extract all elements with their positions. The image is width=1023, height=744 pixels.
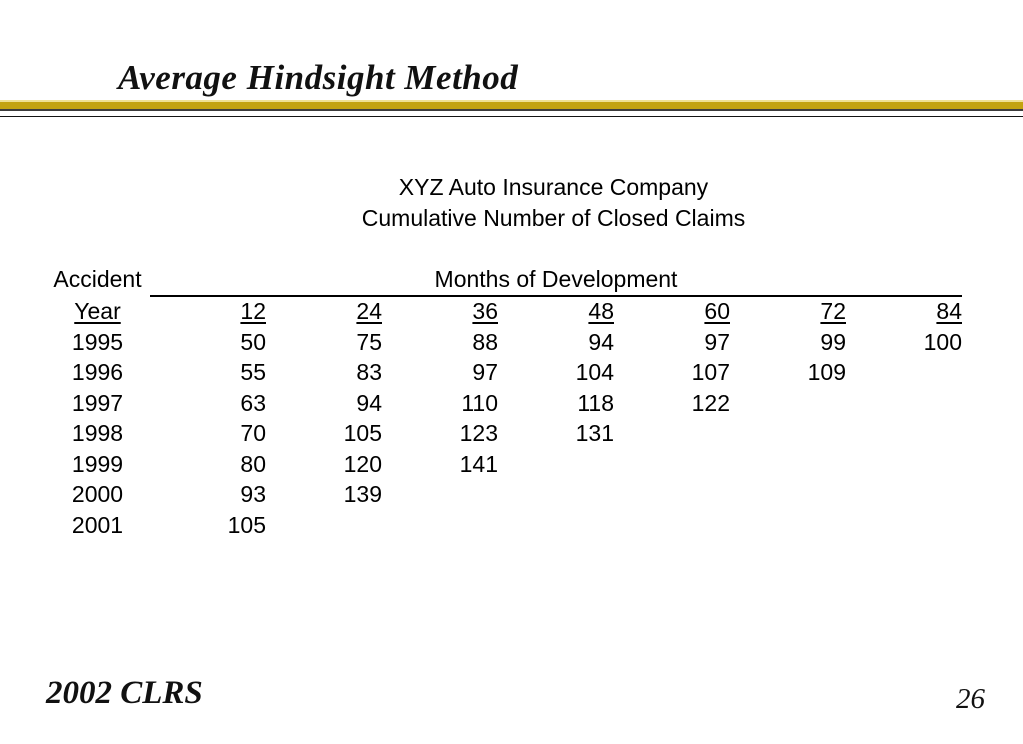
table-title-line1: XYZ Auto Insurance Company	[398, 174, 709, 200]
value-cell: 70	[240, 420, 266, 447]
value-cell: 97	[472, 359, 498, 386]
value-cell	[382, 480, 498, 511]
page-number: 26	[956, 683, 985, 715]
value-cell	[846, 358, 962, 389]
value-cell	[498, 510, 614, 541]
value-cell: 97	[704, 328, 730, 355]
value-cell	[614, 510, 730, 541]
table-row-2000: 2000 93 139	[45, 480, 962, 511]
value-cell: 94	[356, 389, 382, 416]
value-cell	[846, 449, 962, 480]
value-cell: 80	[240, 450, 266, 477]
year-cell: 1996	[71, 359, 124, 386]
claims-table: Accident Months of Development Year 12 2…	[45, 264, 962, 541]
year-cell: 1995	[71, 328, 124, 355]
dev-month-header-label: 72	[820, 298, 846, 325]
value-cell	[498, 480, 614, 511]
value-cell	[614, 480, 730, 511]
dev-month-header-72: 72	[730, 296, 846, 328]
value-cell: 104	[575, 359, 614, 386]
value-cell: 83	[356, 359, 382, 386]
dev-month-header-label: 48	[588, 298, 614, 325]
value-cell: 105	[343, 420, 382, 447]
value-cell	[846, 388, 962, 419]
dev-month-header-48: 48	[498, 296, 614, 328]
year-cell: 1997	[71, 389, 124, 416]
value-cell: 63	[240, 389, 266, 416]
footer-conference-label: 2002 CLRS	[46, 675, 203, 711]
value-cell	[730, 449, 846, 480]
value-cell: 131	[575, 420, 614, 447]
table-row-1995: 1995 50 75 88 94 97 99 100	[45, 327, 962, 358]
value-cell	[846, 480, 962, 511]
dev-month-header-label: 84	[936, 298, 962, 325]
year-cell: 1999	[71, 450, 124, 477]
value-cell: 139	[343, 481, 382, 508]
table-header-row-2: Year 12 24 36 48 60 72 84	[45, 296, 962, 328]
title-divider-dark-line	[0, 109, 1023, 111]
slide-title: Average Hindsight Method	[118, 58, 519, 97]
value-cell: 100	[923, 328, 962, 355]
year-cell: 2001	[71, 511, 124, 538]
table-row-1996: 1996 55 83 97 104 107 109	[45, 358, 962, 389]
value-cell	[730, 510, 846, 541]
value-cell	[614, 449, 730, 480]
value-cell	[846, 510, 962, 541]
value-cell: 141	[459, 450, 498, 477]
value-cell	[266, 510, 382, 541]
value-cell	[846, 419, 962, 450]
year-cell: 1998	[71, 420, 124, 447]
value-cell: 94	[588, 328, 614, 355]
dev-month-header-12: 12	[150, 296, 266, 328]
title-divider-gold-bar	[0, 100, 1023, 109]
dev-month-header-label: 12	[240, 298, 266, 325]
value-cell	[730, 480, 846, 511]
dev-month-header-label: 60	[704, 298, 730, 325]
dev-month-header-label: 36	[472, 298, 498, 325]
value-cell	[730, 388, 846, 419]
year-header-cell: Year	[45, 296, 150, 328]
dev-month-header-36: 36	[382, 296, 498, 328]
table-header-row-1: Accident Months of Development	[45, 264, 962, 297]
table-title-line2: Cumulative Number of Closed Claims	[361, 205, 746, 231]
value-cell: 110	[461, 389, 498, 416]
year-cell: 2000	[71, 481, 124, 508]
value-cell: 55	[240, 359, 266, 386]
dev-month-header-24: 24	[266, 296, 382, 328]
dev-month-header-label: 24	[356, 298, 382, 325]
value-cell	[730, 419, 846, 450]
months-of-development-header: Months of Development	[150, 264, 962, 297]
accident-header-cell: Accident	[53, 266, 142, 293]
value-cell: 122	[691, 389, 730, 416]
table-row-1997: 1997 63 94 110 118 122	[45, 388, 962, 419]
value-cell	[498, 449, 614, 480]
value-cell	[614, 419, 730, 450]
title-divider-thin-line	[0, 116, 1023, 117]
year-header-label: Year	[74, 297, 121, 324]
value-cell: 50	[240, 328, 266, 355]
value-cell: 75	[356, 328, 382, 355]
value-cell: 123	[459, 420, 498, 447]
value-cell: 88	[472, 328, 498, 355]
table-row-1999: 1999 80 120 141	[45, 449, 962, 480]
value-cell: 120	[343, 450, 382, 477]
value-cell	[382, 510, 498, 541]
table-row-1998: 1998 70 105 123 131	[45, 419, 962, 450]
table-row-2001: 2001 105	[45, 510, 962, 541]
value-cell: 99	[820, 328, 846, 355]
value-cell: 107	[691, 359, 730, 386]
value-cell: 118	[577, 389, 614, 416]
value-cell: 93	[240, 481, 266, 508]
dev-month-header-84: 84	[846, 296, 962, 328]
value-cell: 109	[807, 359, 846, 386]
dev-month-header-60: 60	[614, 296, 730, 328]
value-cell: 105	[227, 511, 266, 538]
